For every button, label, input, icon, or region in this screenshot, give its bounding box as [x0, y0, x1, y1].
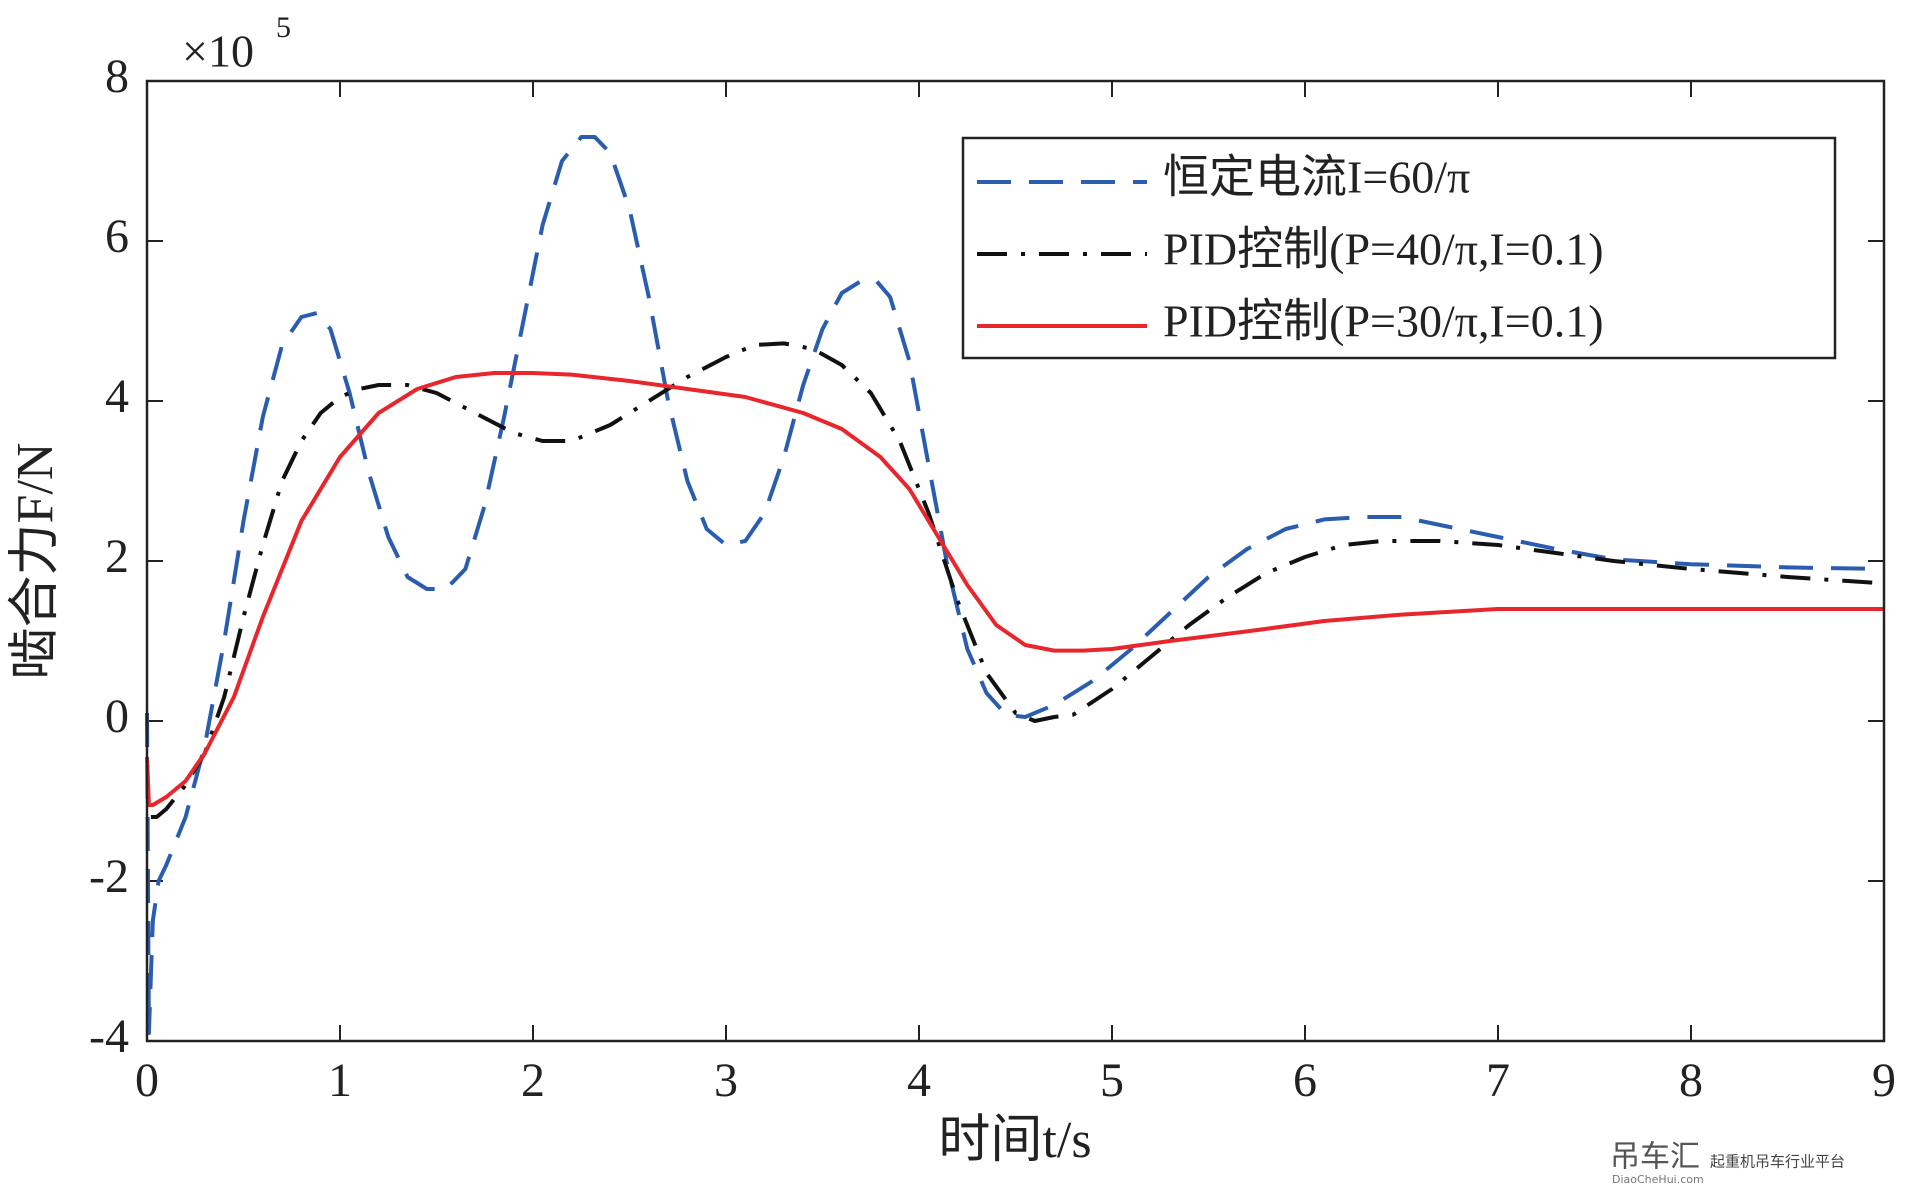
- series-line: [150, 341, 1885, 819]
- y-tick-label: 6: [105, 210, 129, 263]
- legend: 恒定电流I=60/π PID控制(P=40/π,I=0.1) PID控制(P=30/…: [961, 136, 1837, 360]
- x-tick-label: 8: [1679, 1054, 1703, 1107]
- watermark-slogan: 起重机吊车行业平台: [1710, 1153, 1845, 1171]
- x-tick-label: 4: [907, 1054, 931, 1107]
- legend-label: 恒定电流I=60/π: [1163, 152, 1470, 203]
- legend-label: PID控制(P=30/π,I=0.1): [1163, 296, 1604, 347]
- series-line: [145, 135, 1885, 1035]
- legend-label: PID控制(P=40/π,I=0.1): [1163, 224, 1604, 275]
- x-tick-label: 0: [135, 1054, 159, 1107]
- y-tick-label: -4: [89, 1010, 129, 1063]
- x-tick-label: 5: [1100, 1054, 1124, 1107]
- y-multiplier: ×10: [182, 26, 254, 77]
- y-multiplier-exponent: 5: [276, 11, 291, 44]
- legend-box: [961, 136, 1837, 360]
- series-line: [145, 371, 1884, 807]
- y-axis-title: 啮合力F/N: [7, 443, 64, 680]
- x-tick-label: 7: [1486, 1054, 1510, 1107]
- watermark-url: DiaoCheHui.com: [1612, 1173, 1704, 1186]
- y-tick-label: -2: [89, 850, 129, 903]
- x-tick-label: 1: [328, 1054, 352, 1107]
- y-tick-label: 4: [105, 370, 129, 423]
- x-tick-label: 3: [714, 1054, 738, 1107]
- plot-frame: [145, 79, 1886, 1043]
- watermark: 吊车汇 DiaoCheHui.com 起重机吊车行业平台: [1610, 1140, 1845, 1187]
- y-tick-label: 0: [105, 690, 129, 743]
- y-tick-label: 2: [105, 530, 129, 583]
- x-tick-label: 2: [521, 1054, 545, 1107]
- watermark-text: 吊车汇: [1610, 1140, 1700, 1175]
- y-tick-label: 8: [105, 50, 129, 103]
- x-tick-label: 9: [1872, 1054, 1896, 1107]
- x-tick-label: 6: [1293, 1054, 1317, 1107]
- x-axis-title: 时间t/s: [938, 1112, 1091, 1169]
